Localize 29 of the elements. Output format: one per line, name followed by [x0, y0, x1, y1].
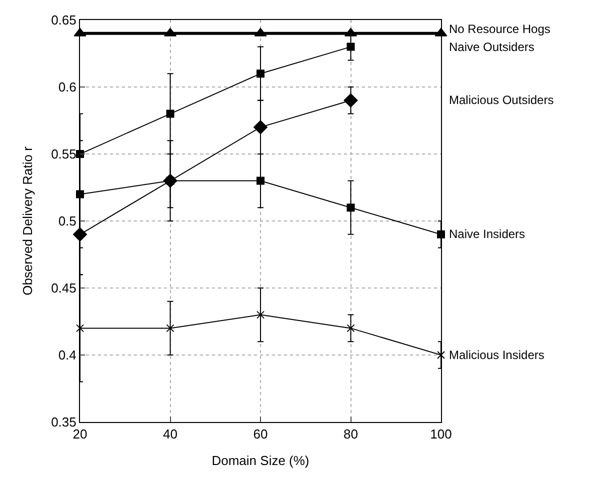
- point: [166, 110, 174, 118]
- point: [256, 310, 264, 319]
- point: [346, 42, 355, 51]
- series-label: Malicious Insiders: [449, 348, 544, 362]
- point: [344, 93, 358, 108]
- point: [166, 324, 174, 332]
- y-tick-label: 0.5: [58, 214, 76, 229]
- y-tick-label: 0.4: [58, 348, 76, 363]
- x-tick-label: 80: [344, 426, 358, 442]
- y-tick-label: 0.6: [58, 80, 76, 95]
- x-axis-title: Domain Size (%): [212, 453, 310, 468]
- y-tick-label: 0.65: [51, 12, 76, 28]
- series-label: Naive Insiders: [449, 227, 526, 241]
- text: Malicious Outsiders: [449, 93, 554, 107]
- point: [437, 351, 445, 359]
- point: [346, 324, 355, 332]
- text: Naive Outsiders: [449, 40, 534, 54]
- point: [76, 324, 84, 332]
- y-axis-title: Observed Delivery Ratio r: [20, 146, 36, 296]
- point: [256, 70, 264, 78]
- x-tick-label: 100: [430, 426, 452, 442]
- x-tick-label: 60: [253, 426, 268, 442]
- y-tick-label: 0.55: [51, 146, 76, 162]
- point: [256, 176, 264, 185]
- series-label: No Resource Hogs: [449, 22, 550, 36]
- x-tick-label: 40: [163, 426, 178, 442]
- point: [346, 204, 355, 212]
- point: [254, 120, 268, 134]
- y-tick-label: 0.45: [51, 280, 76, 296]
